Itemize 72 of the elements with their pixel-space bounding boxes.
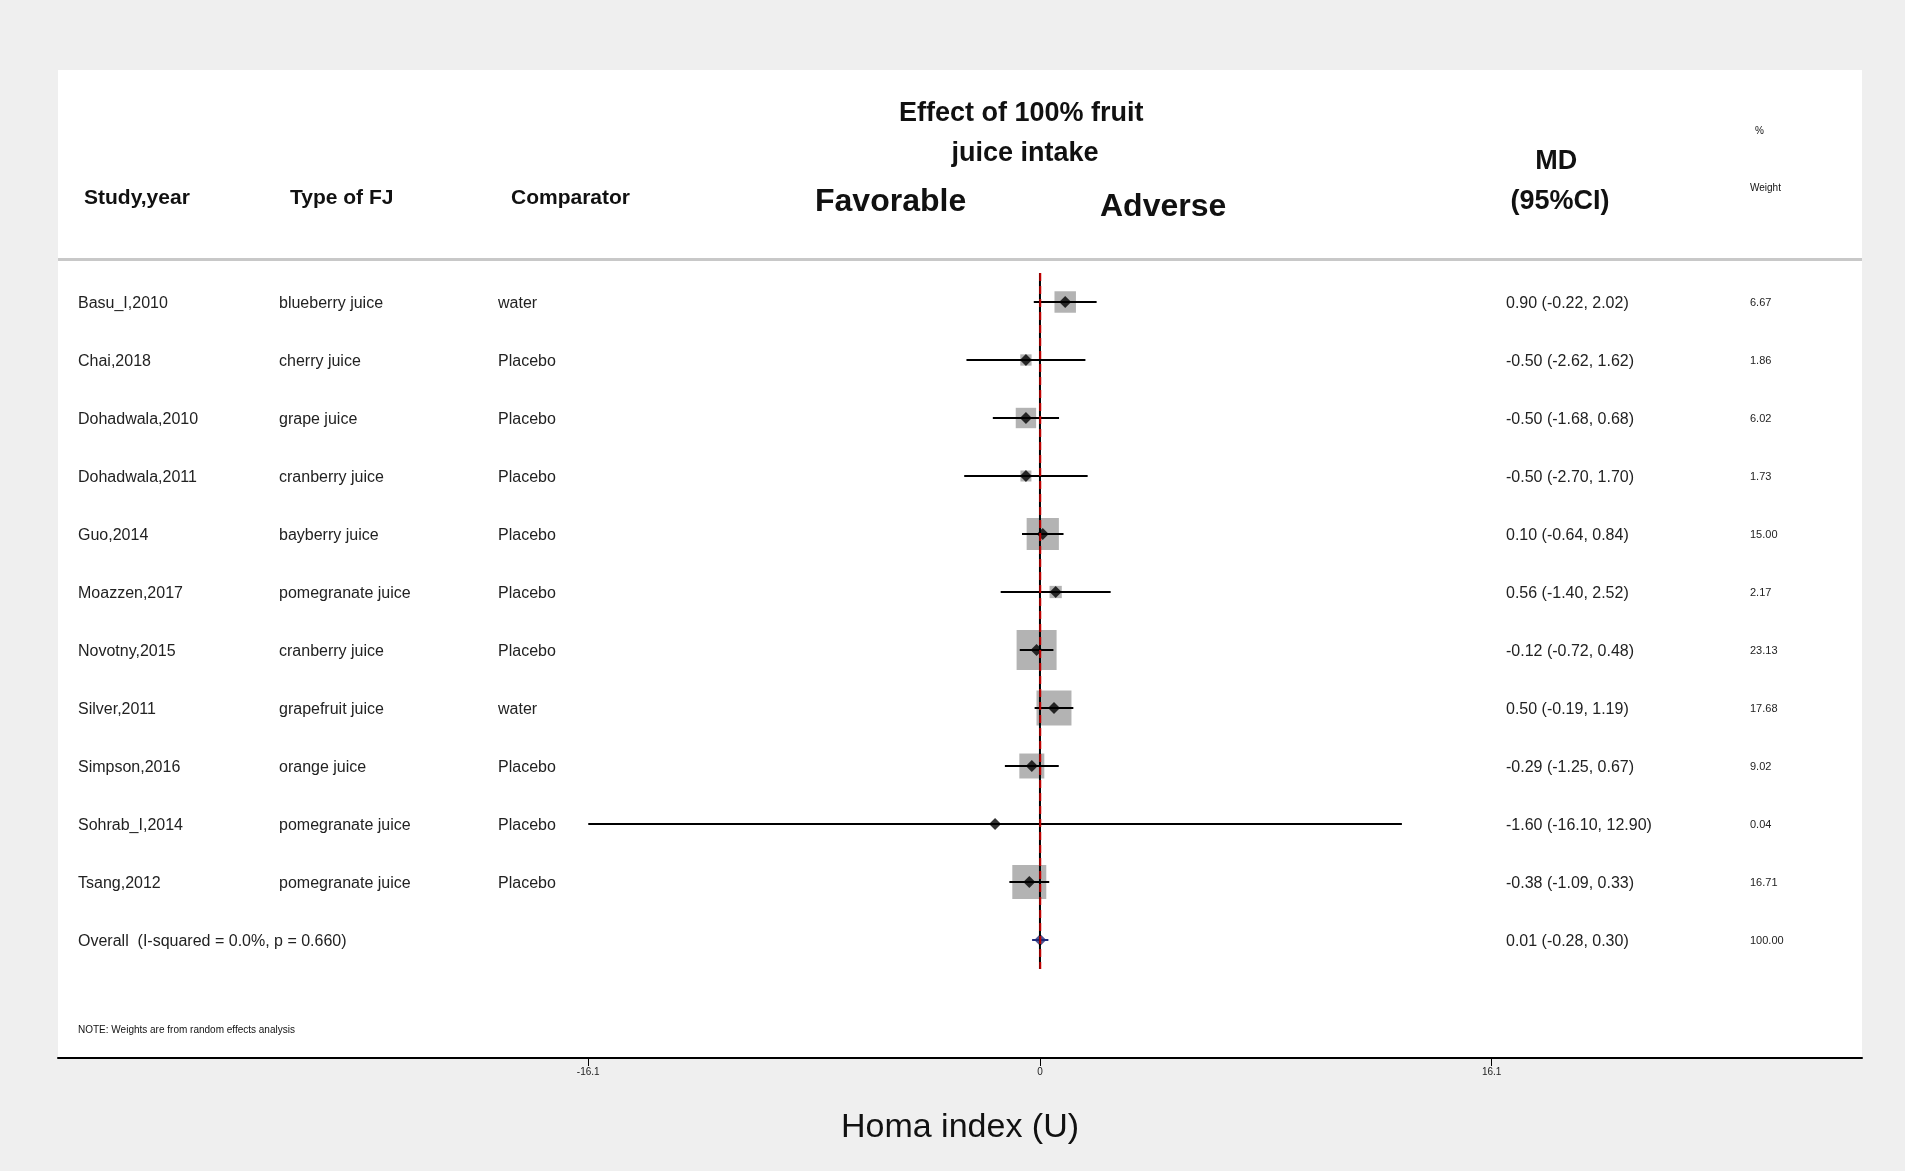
annotation: Placebo — [498, 757, 556, 775]
annotation: -0.38 (-1.09, 0.33) — [1506, 873, 1635, 891]
annotation: blueberry juice — [279, 293, 384, 311]
annotation: 23.13 — [1750, 644, 1778, 656]
annotation: bayberry juice — [279, 525, 379, 543]
annotation: 0.90 (-0.22, 2.02) — [1506, 293, 1629, 311]
text: Adverse — [1100, 187, 1227, 223]
annotation: -0.29 (-1.25, 0.67) — [1506, 757, 1635, 775]
annotation: cranberry juice — [279, 467, 385, 485]
y-tick-label: Sohrab_I,2014 — [78, 815, 184, 834]
annotation: -1.60 (-16.10, 12.90) — [1506, 815, 1652, 833]
annotation: Placebo — [498, 815, 556, 833]
annotation: 0.56 (-1.40, 2.52) — [1506, 583, 1629, 601]
text: NOTE: Weights are from random effects analysis — [78, 1023, 295, 1035]
annotation: -0.50 (-1.68, 0.68) — [1506, 409, 1635, 427]
annotation: water — [497, 293, 538, 311]
annotation: pomegranate juice — [279, 583, 411, 601]
annotation: pomegranate juice — [279, 873, 411, 891]
annotation: 17.68 — [1750, 702, 1778, 714]
annotation: 0.50 (-0.19, 1.19) — [1506, 699, 1629, 717]
y-tick-label: Basu_I,2010 — [78, 293, 168, 312]
y-tick-label: Tsang,2012 — [78, 873, 161, 891]
annotation: -0.50 (-2.62, 1.62) — [1506, 351, 1635, 369]
text: Type of FJ — [290, 184, 394, 208]
annotation: 0.10 (-0.64, 0.84) — [1506, 525, 1629, 543]
annotation: 9.02 — [1750, 760, 1772, 772]
annotation: orange juice — [279, 757, 367, 775]
x-tick-label: -16.1 — [576, 1065, 601, 1077]
text: Weight — [1750, 181, 1782, 193]
annotation: Placebo — [498, 351, 556, 369]
annotation: grape juice — [279, 409, 358, 427]
annotation: Placebo — [498, 583, 556, 601]
annotation: 1.86 — [1750, 354, 1772, 366]
annotation: pomegranate juice — [279, 815, 411, 833]
y-tick-label: Moazzen,2017 — [78, 583, 184, 601]
annotation: Placebo — [498, 641, 556, 659]
annotation: grapefruit juice — [279, 699, 385, 717]
y-tick-label: Chai,2018 — [78, 351, 152, 369]
annotation: 2.17 — [1750, 586, 1772, 598]
text: % — [1755, 124, 1764, 136]
text: MD (95%CI) — [1510, 145, 1610, 215]
text: Comparator — [511, 184, 631, 208]
annotation: cherry juice — [279, 351, 361, 369]
annotation: 16.71 — [1750, 876, 1778, 888]
y-tick-label: Guo,2014 — [78, 525, 149, 543]
y-tick-label: Simpson,2016 — [78, 757, 181, 775]
annotation: cranberry juice — [279, 641, 385, 659]
annotation: 15.00 — [1750, 528, 1778, 540]
chart-title: Effect of 100% fruit juice intake — [898, 97, 1152, 167]
annotation: 0.04 — [1750, 818, 1772, 830]
annotation: Placebo — [498, 873, 556, 891]
annotation: 100.00 — [1750, 934, 1784, 946]
annotation: 6.02 — [1750, 412, 1772, 424]
text: Favorable — [815, 182, 967, 218]
annotation: -0.12 (-0.72, 0.48) — [1506, 641, 1635, 659]
y-tick-label: Dohadwala,2011 — [78, 467, 198, 485]
annotation: 1.73 — [1750, 470, 1772, 482]
y-tick-label: Overall (I-squared = 0.0%, p = 0.660) — [78, 931, 347, 949]
annotation: 6.67 — [1750, 296, 1772, 308]
x-tick-label: 0 — [1037, 1065, 1044, 1077]
annotation: 0.01 (-0.28, 0.30) — [1506, 931, 1629, 949]
x-tick-label: 16.1 — [1481, 1065, 1502, 1077]
annotation: -0.50 (-2.70, 1.70) — [1506, 467, 1635, 485]
x-axis-title: Homa index (U) — [840, 1106, 1080, 1144]
annotation: water — [497, 699, 538, 717]
y-tick-label: Dohadwala,2010 — [78, 409, 199, 427]
annotation: Placebo — [498, 525, 556, 543]
y-tick-label: Silver,2011 — [78, 699, 157, 717]
annotation: Placebo — [498, 467, 556, 485]
text: Study,year — [84, 184, 190, 208]
annotation: Placebo — [498, 409, 556, 427]
y-tick-label: Novotny,2015 — [78, 641, 176, 659]
